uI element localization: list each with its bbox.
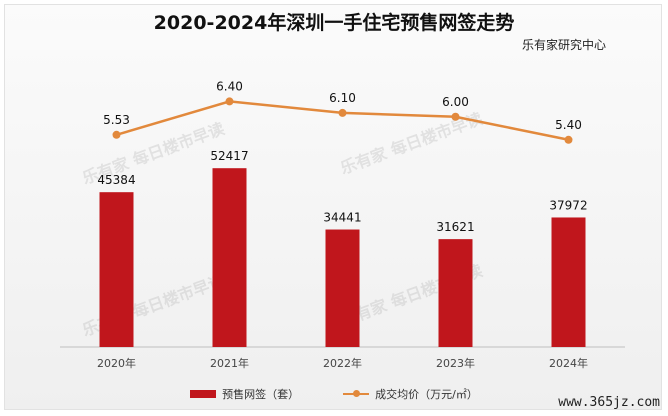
bar-label-0: 45384	[97, 173, 135, 187]
bar-label-2: 34441	[323, 211, 361, 225]
price-label-0: 5.53	[103, 113, 130, 127]
bar-1	[212, 168, 247, 347]
legend-item-line: 成交均价（万元/㎡）	[343, 386, 478, 402]
price-point-4	[564, 135, 573, 144]
bar-4	[551, 217, 586, 347]
bar-label-4: 37972	[549, 198, 587, 212]
site-watermark: www.365jz.com	[558, 395, 660, 410]
price-point-3	[451, 112, 460, 121]
source-label: 乐有家研究中心	[521, 38, 606, 52]
legend: 预售网签（套） 成交均价（万元/㎡）	[0, 386, 668, 402]
bar-3	[438, 239, 473, 347]
x-tick-label-1: 2021年	[210, 356, 249, 370]
bar-label-1: 52417	[210, 149, 248, 163]
bar-0	[99, 192, 134, 347]
x-tick-label-0: 2020年	[97, 356, 136, 370]
price-point-0	[112, 130, 121, 139]
legend-line-label: 成交均价（万元/㎡）	[375, 388, 478, 401]
x-tick-label-2: 2022年	[323, 356, 362, 370]
bar-label-3: 31621	[436, 220, 474, 234]
price-point-2	[338, 108, 347, 117]
legend-bar-label: 预售网签（套）	[222, 388, 300, 401]
legend-item-bar: 预售网签（套）	[190, 386, 299, 402]
legend-bar-swatch	[190, 390, 217, 398]
legend-line-swatch	[343, 390, 370, 397]
price-line	[116, 100, 569, 141]
price-label-4: 5.40	[555, 118, 582, 132]
chart-title: 2020-2024年深圳一手住宅预售网签走势	[153, 12, 515, 34]
price-label-3: 6.00	[442, 95, 469, 109]
price-point-1	[225, 97, 234, 106]
price-label-1: 6.40	[216, 79, 243, 93]
bar-2	[325, 229, 360, 347]
x-tick-label-4: 2024年	[549, 356, 588, 370]
price-label-2: 6.10	[329, 91, 356, 105]
x-tick-label-3: 2023年	[436, 356, 475, 370]
